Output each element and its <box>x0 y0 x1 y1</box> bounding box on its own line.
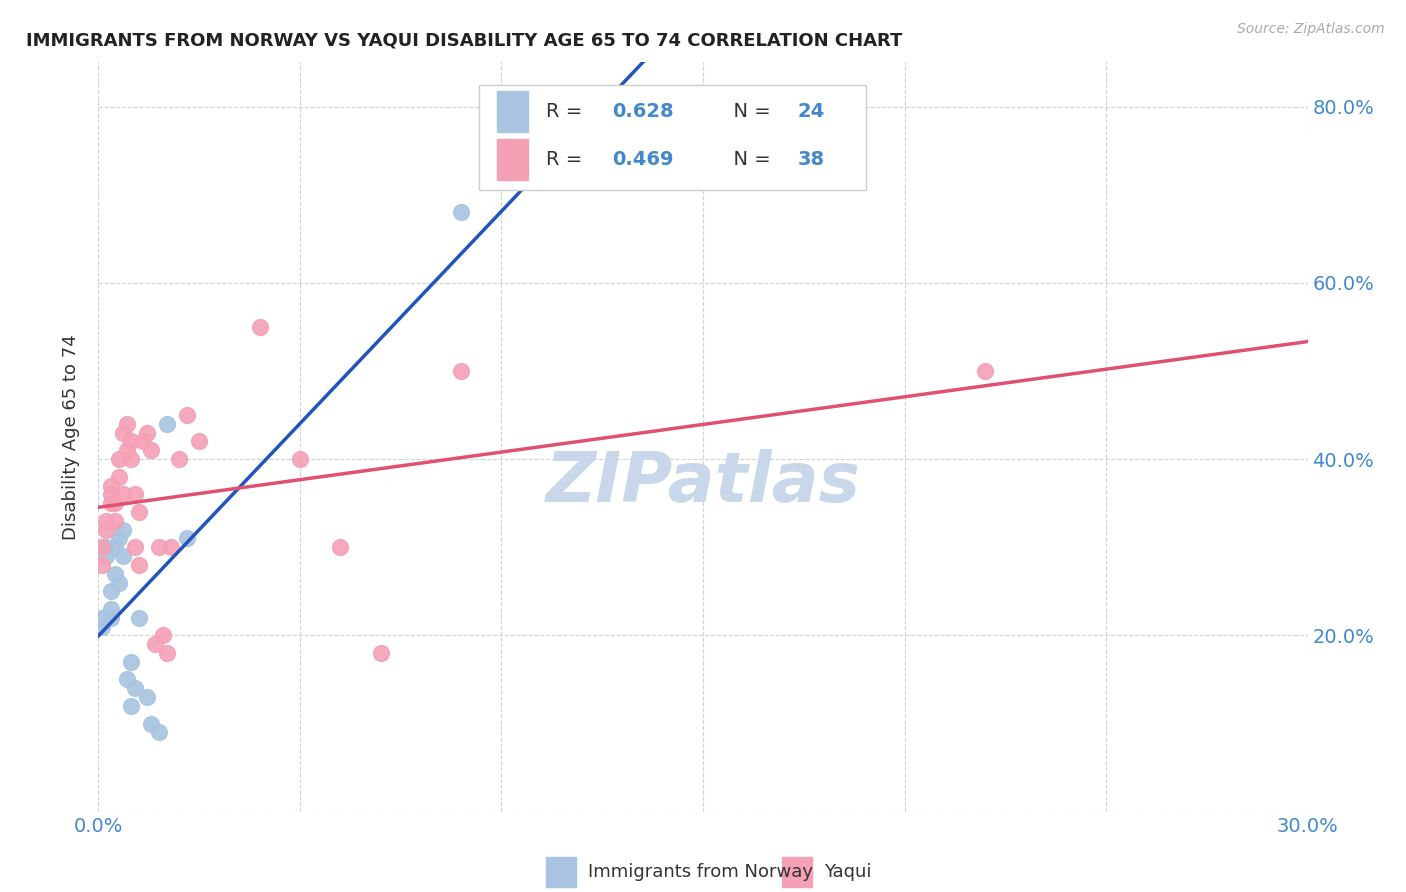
Point <box>103 496 125 510</box>
Point <box>115 417 138 431</box>
Point <box>103 514 125 528</box>
Point <box>100 584 122 599</box>
Point <box>128 611 150 625</box>
Point <box>120 655 142 669</box>
Point <box>115 443 138 458</box>
Text: R =: R = <box>546 102 588 120</box>
Text: R =: R = <box>546 151 588 169</box>
FancyBboxPatch shape <box>479 85 866 190</box>
Point <box>176 532 198 546</box>
Point <box>450 364 472 378</box>
Text: 24: 24 <box>797 102 824 120</box>
Point <box>111 487 134 501</box>
Point <box>100 496 122 510</box>
Text: N =: N = <box>721 151 778 169</box>
Point <box>128 558 150 572</box>
Point <box>132 434 155 449</box>
Point <box>329 541 352 555</box>
Point <box>249 319 271 334</box>
Point <box>96 541 118 555</box>
Point <box>91 619 114 633</box>
Point <box>148 541 170 555</box>
Point <box>139 716 162 731</box>
Point <box>148 725 170 739</box>
Point <box>91 611 114 625</box>
Point <box>111 549 134 563</box>
Text: Yaqui: Yaqui <box>824 863 872 880</box>
Point <box>115 673 138 687</box>
Point <box>91 541 114 555</box>
Text: N =: N = <box>721 102 778 120</box>
Point <box>450 205 472 219</box>
Point <box>124 541 146 555</box>
FancyBboxPatch shape <box>546 856 576 887</box>
Point <box>288 452 311 467</box>
Point <box>124 487 146 501</box>
Point <box>370 646 392 660</box>
Point <box>100 487 122 501</box>
Point <box>111 425 134 440</box>
Text: Immigrants from Norway: Immigrants from Norway <box>588 863 813 880</box>
Point <box>139 443 162 458</box>
Point <box>143 637 166 651</box>
Point <box>167 452 190 467</box>
Point <box>111 523 134 537</box>
Text: IMMIGRANTS FROM NORWAY VS YAQUI DISABILITY AGE 65 TO 74 CORRELATION CHART: IMMIGRANTS FROM NORWAY VS YAQUI DISABILI… <box>25 32 903 50</box>
Point <box>156 417 179 431</box>
Point <box>96 523 118 537</box>
Point <box>128 505 150 519</box>
Point <box>100 478 122 492</box>
Point <box>188 434 211 449</box>
Point <box>107 575 129 590</box>
Point <box>107 532 129 546</box>
Point <box>91 558 114 572</box>
Text: ZIPatlas: ZIPatlas <box>546 449 860 516</box>
Point <box>152 628 174 642</box>
Text: 0.469: 0.469 <box>613 151 673 169</box>
Point <box>103 541 125 555</box>
Point <box>107 452 129 467</box>
Point <box>96 514 118 528</box>
Point <box>107 469 129 483</box>
Point <box>120 452 142 467</box>
Text: Source: ZipAtlas.com: Source: ZipAtlas.com <box>1237 22 1385 37</box>
Point <box>156 646 179 660</box>
Point <box>100 602 122 616</box>
Point <box>135 690 157 705</box>
Text: 38: 38 <box>797 151 824 169</box>
FancyBboxPatch shape <box>498 139 527 180</box>
Point <box>160 541 183 555</box>
Point <box>100 611 122 625</box>
Point <box>176 408 198 422</box>
Point <box>120 434 142 449</box>
Point <box>124 681 146 696</box>
Point <box>96 549 118 563</box>
Y-axis label: Disability Age 65 to 74: Disability Age 65 to 74 <box>62 334 80 540</box>
Point <box>974 364 997 378</box>
Point <box>135 425 157 440</box>
Point <box>103 566 125 581</box>
Point <box>120 698 142 713</box>
FancyBboxPatch shape <box>498 90 527 132</box>
Text: 0.628: 0.628 <box>613 102 673 120</box>
FancyBboxPatch shape <box>782 856 811 887</box>
